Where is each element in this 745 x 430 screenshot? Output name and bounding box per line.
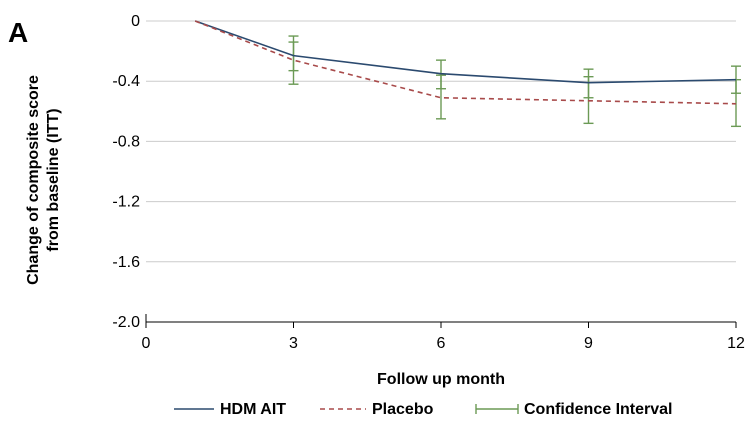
y-tick-label-3: -1.2 <box>112 194 140 211</box>
y-axis-title-line-2: from baseline (ITT) <box>45 108 62 251</box>
axes <box>145 314 737 328</box>
series-lines <box>194 20 737 105</box>
y-axis-title-line-1: Change of composite score <box>25 75 42 285</box>
gridlines <box>146 20 736 263</box>
y-tick-label-5: -2.0 <box>112 314 140 331</box>
y-axis-title: Change of composite score from baseline … <box>25 75 62 285</box>
legend-label-2: Confidence Interval <box>524 401 672 418</box>
x-tick-label-0: 0 <box>142 335 151 352</box>
confidence-intervals <box>288 35 741 128</box>
legend-item-2: Confidence Interval <box>475 401 672 418</box>
y-tick-label-4: -1.6 <box>112 254 140 271</box>
x-axis-title: Follow up month <box>377 371 505 388</box>
legend-item-0: HDM AIT <box>174 401 286 418</box>
legend-item-1: Placebo <box>320 401 434 418</box>
series-line-hdm-ait <box>194 20 737 84</box>
ci-bar-1-1 <box>288 35 299 85</box>
x-tick-label-3: 9 <box>584 335 593 352</box>
legend-label-0: HDM AIT <box>220 401 286 418</box>
x-tick-label-4: 12 <box>727 335 745 352</box>
ci-bar-1-2 <box>436 74 446 120</box>
legend-label-1: Placebo <box>372 401 434 418</box>
tick-labels: 0 3 6 9 12 0 -0.4 -0.8 -1.2 -1.6 -2.0 <box>112 13 745 352</box>
panel-label: A <box>8 17 28 48</box>
legend: HDM AIT Placebo Confidence Interval <box>174 401 672 418</box>
y-tick-label-1: -0.4 <box>112 73 140 90</box>
series-line-placebo <box>194 20 737 105</box>
y-tick-label-0: 0 <box>131 13 140 30</box>
y-tick-label-2: -0.8 <box>112 133 140 150</box>
x-tick-label-2: 6 <box>437 335 446 352</box>
x-tick-label-1: 3 <box>289 335 298 352</box>
